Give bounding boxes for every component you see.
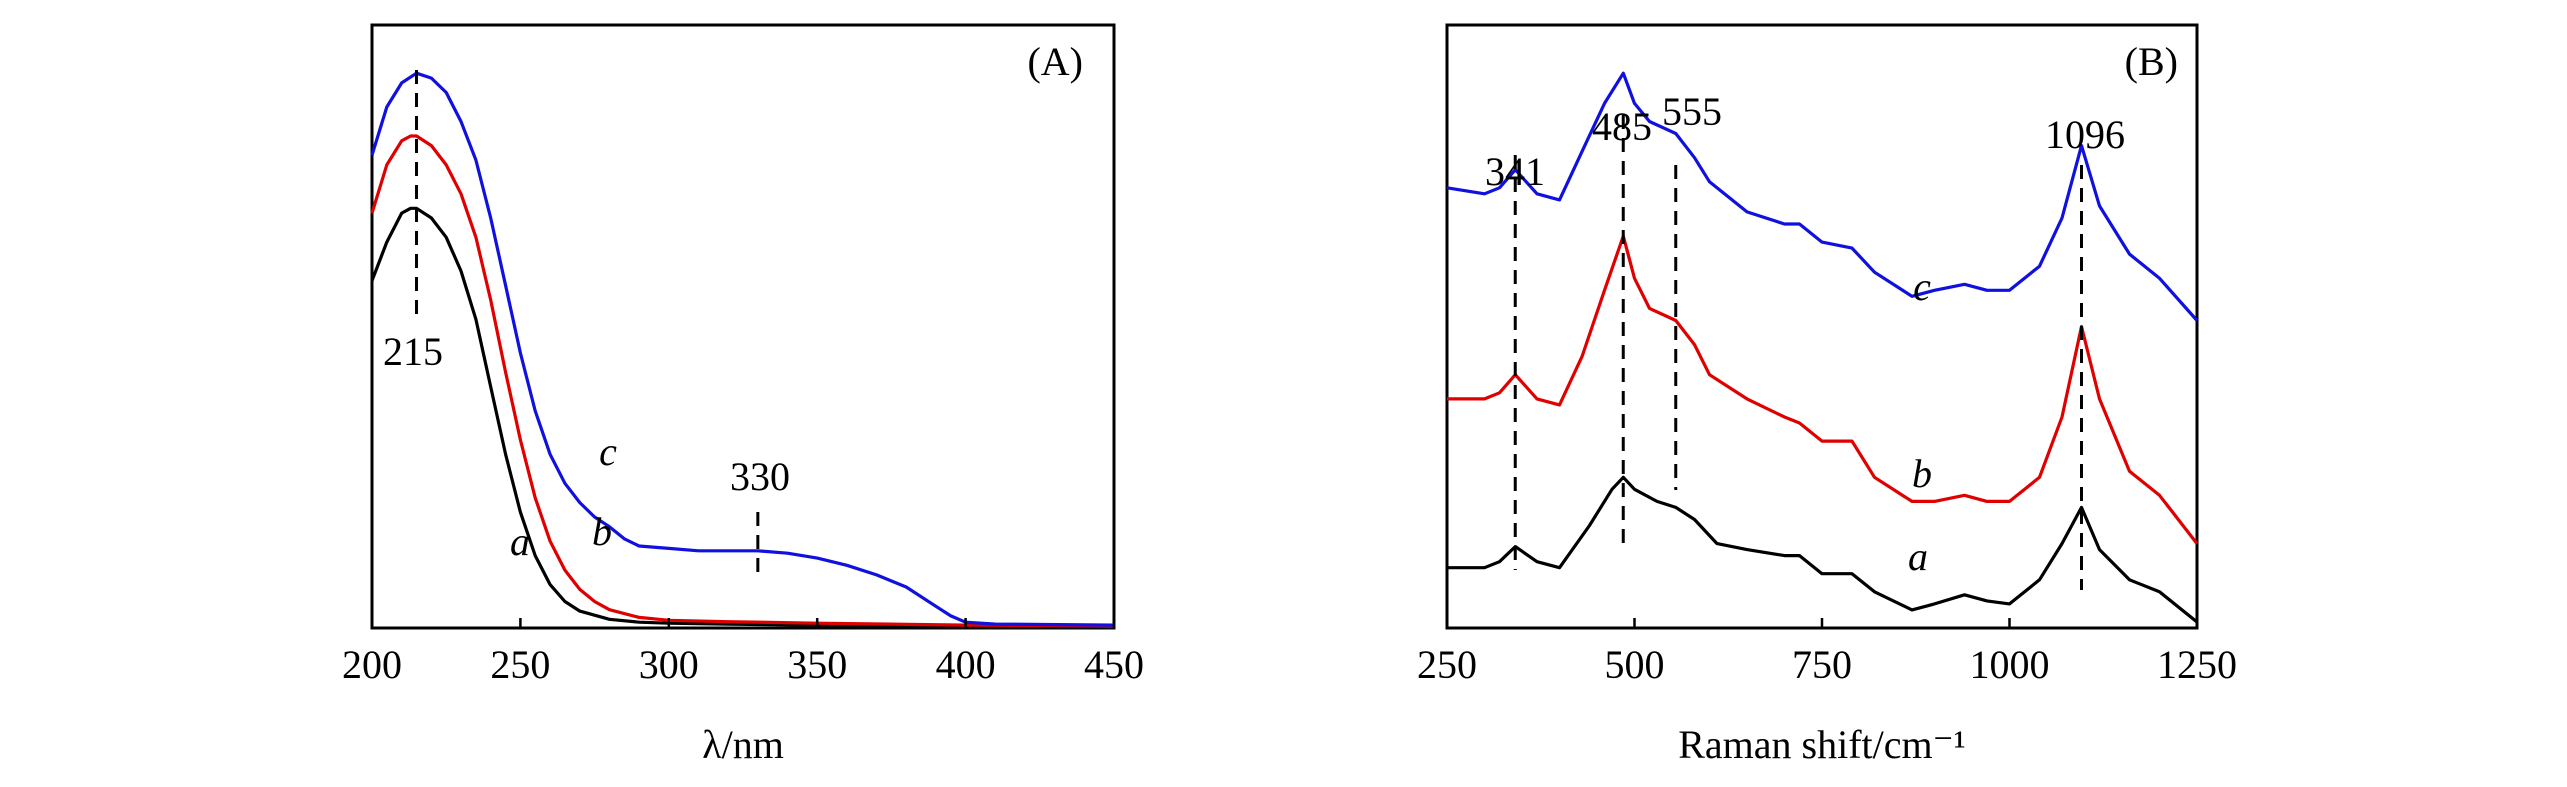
x-axis-title-b: Raman shift/cm⁻¹: [1678, 722, 1966, 767]
peak-label-215: 215: [383, 329, 443, 374]
x-tick-label-250: 250: [1417, 642, 1477, 687]
panel-b: ab c 341 485 555 1096 250 500 750 1000 1250 (B) R…: [1417, 23, 2237, 767]
peak-label-555: 555: [1662, 89, 1722, 134]
series-line-b: [1447, 234, 2199, 545]
annotations-a: a bc 215 330: [383, 70, 790, 572]
curve-label-c: c: [1913, 264, 1931, 309]
annotations-b: ab c 341 485 555 1096: [1485, 89, 2125, 590]
curve-label-b: b: [592, 509, 612, 554]
x-tick-label-350: 350: [787, 642, 847, 687]
x-tick-label-1250: 1250: [2157, 642, 2237, 687]
panel-label-a: (A): [1027, 39, 1083, 84]
series-line-c: [370, 71, 1115, 627]
curve-label-a: a: [1908, 534, 1928, 579]
x-ticks-a: 200 250 300 350 400 450: [342, 618, 1144, 687]
panel-label-b: (B): [2125, 39, 2178, 84]
peak-label-330: 330: [730, 454, 790, 499]
x-tick-label-200: 200: [342, 642, 402, 687]
x-ticks-b: 250 500 750 1000 1250: [1417, 618, 2237, 687]
x-tick-label-1000: 1000: [1970, 642, 2050, 687]
x-tick-label-450: 450: [1084, 642, 1144, 687]
series-group-b: [1446, 71, 2199, 624]
series-line-a: [370, 206, 1115, 629]
series-group-a: [370, 71, 1115, 629]
series-line-c: [1446, 71, 2199, 322]
x-tick-label-250: 250: [490, 642, 550, 687]
peak-label-341: 341: [1485, 149, 1545, 194]
series-line-a: [1447, 475, 2199, 624]
x-tick-label-400: 400: [936, 642, 996, 687]
peak-label-1096: 1096: [2045, 112, 2125, 157]
x-axis-title-a: λ/nm: [702, 722, 784, 767]
curve-label-a: a: [510, 519, 530, 564]
curve-label-b: b: [1912, 451, 1932, 496]
peak-label-485: 485: [1592, 104, 1652, 149]
panel-a: a bc 215 330 200 250 300 350 400 450 (A) λ/nm: [342, 23, 1144, 767]
x-tick-label-300: 300: [639, 642, 699, 687]
curve-label-c: c: [599, 429, 617, 474]
x-tick-label-750: 750: [1792, 642, 1852, 687]
series-line-b: [370, 134, 1115, 628]
plot-frame-a: [370, 23, 1116, 630]
x-tick-label-500: 500: [1605, 642, 1665, 687]
